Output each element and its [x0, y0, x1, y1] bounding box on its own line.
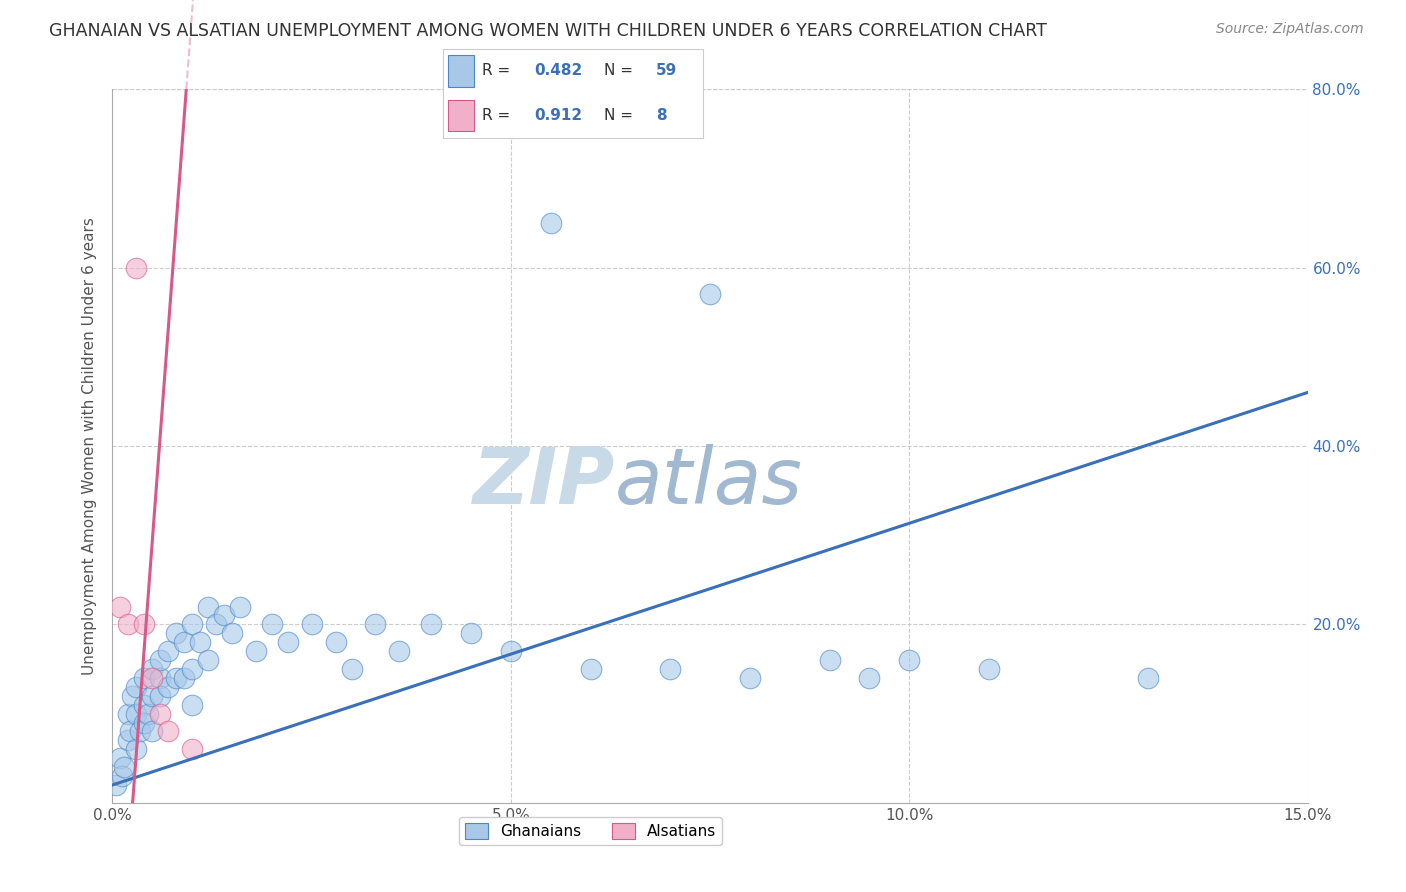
Point	[157, 644, 180, 658]
Point	[364, 617, 387, 632]
Point	[301, 617, 323, 632]
Text: 0.912: 0.912	[534, 108, 582, 122]
Point	[117, 617, 139, 632]
Point	[460, 626, 482, 640]
Point	[165, 626, 187, 640]
Point	[858, 671, 880, 685]
Point	[818, 653, 841, 667]
Point	[134, 671, 156, 685]
Point	[260, 617, 283, 632]
Text: R =: R =	[482, 108, 515, 122]
Point	[188, 635, 211, 649]
Point	[197, 653, 219, 667]
Point	[149, 689, 172, 703]
Point	[149, 706, 172, 721]
Point	[579, 662, 602, 676]
Point	[125, 680, 148, 694]
Text: 59: 59	[657, 63, 678, 78]
Point	[125, 260, 148, 275]
Point	[325, 635, 347, 649]
Text: Source: ZipAtlas.com: Source: ZipAtlas.com	[1216, 22, 1364, 37]
Point	[277, 635, 299, 649]
Point	[134, 617, 156, 632]
Point	[138, 706, 160, 721]
Point	[212, 608, 235, 623]
Point	[114, 760, 135, 774]
Point	[157, 680, 180, 694]
Text: ZIP: ZIP	[472, 443, 614, 520]
Point	[141, 724, 163, 739]
Point	[125, 742, 148, 756]
Point	[540, 216, 562, 230]
Point	[977, 662, 1000, 676]
Point	[111, 769, 134, 783]
Point	[118, 724, 141, 739]
Point	[197, 599, 219, 614]
Text: 0.482: 0.482	[534, 63, 582, 78]
Point	[121, 689, 143, 703]
Point	[165, 671, 187, 685]
Y-axis label: Unemployment Among Women with Children Under 6 years: Unemployment Among Women with Children U…	[82, 217, 97, 675]
Point	[149, 671, 172, 685]
Text: atlas: atlas	[614, 443, 803, 520]
Point	[110, 751, 132, 765]
Point	[181, 617, 204, 632]
Text: R =: R =	[482, 63, 515, 78]
Point	[738, 671, 761, 685]
Point	[229, 599, 252, 614]
Point	[181, 742, 204, 756]
Point	[699, 287, 721, 301]
Point	[125, 706, 148, 721]
Point	[141, 689, 163, 703]
Point	[388, 644, 411, 658]
Point	[134, 698, 156, 712]
Point	[173, 635, 195, 649]
Legend: Ghanaians, Alsatians: Ghanaians, Alsatians	[458, 817, 723, 845]
Text: N =: N =	[605, 108, 638, 122]
Bar	[449, 55, 474, 87]
Point	[157, 724, 180, 739]
Point	[117, 706, 139, 721]
Text: GHANAIAN VS ALSATIAN UNEMPLOYMENT AMONG WOMEN WITH CHILDREN UNDER 6 YEARS CORREL: GHANAIAN VS ALSATIAN UNEMPLOYMENT AMONG …	[49, 22, 1047, 40]
Point	[173, 671, 195, 685]
Point	[141, 671, 163, 685]
Point	[659, 662, 682, 676]
Text: 8: 8	[657, 108, 666, 122]
Bar	[449, 100, 474, 131]
Point	[141, 662, 163, 676]
Point	[117, 733, 139, 747]
Point	[149, 653, 172, 667]
Point	[499, 644, 522, 658]
Text: N =: N =	[605, 63, 638, 78]
Point	[205, 617, 228, 632]
Point	[134, 715, 156, 730]
Point	[105, 778, 128, 792]
Point	[245, 644, 267, 658]
Point	[181, 698, 204, 712]
Point	[1137, 671, 1160, 685]
Point	[898, 653, 921, 667]
Point	[221, 626, 243, 640]
Point	[340, 662, 363, 676]
Point	[129, 724, 152, 739]
Point	[181, 662, 204, 676]
Point	[110, 599, 132, 614]
Point	[420, 617, 443, 632]
